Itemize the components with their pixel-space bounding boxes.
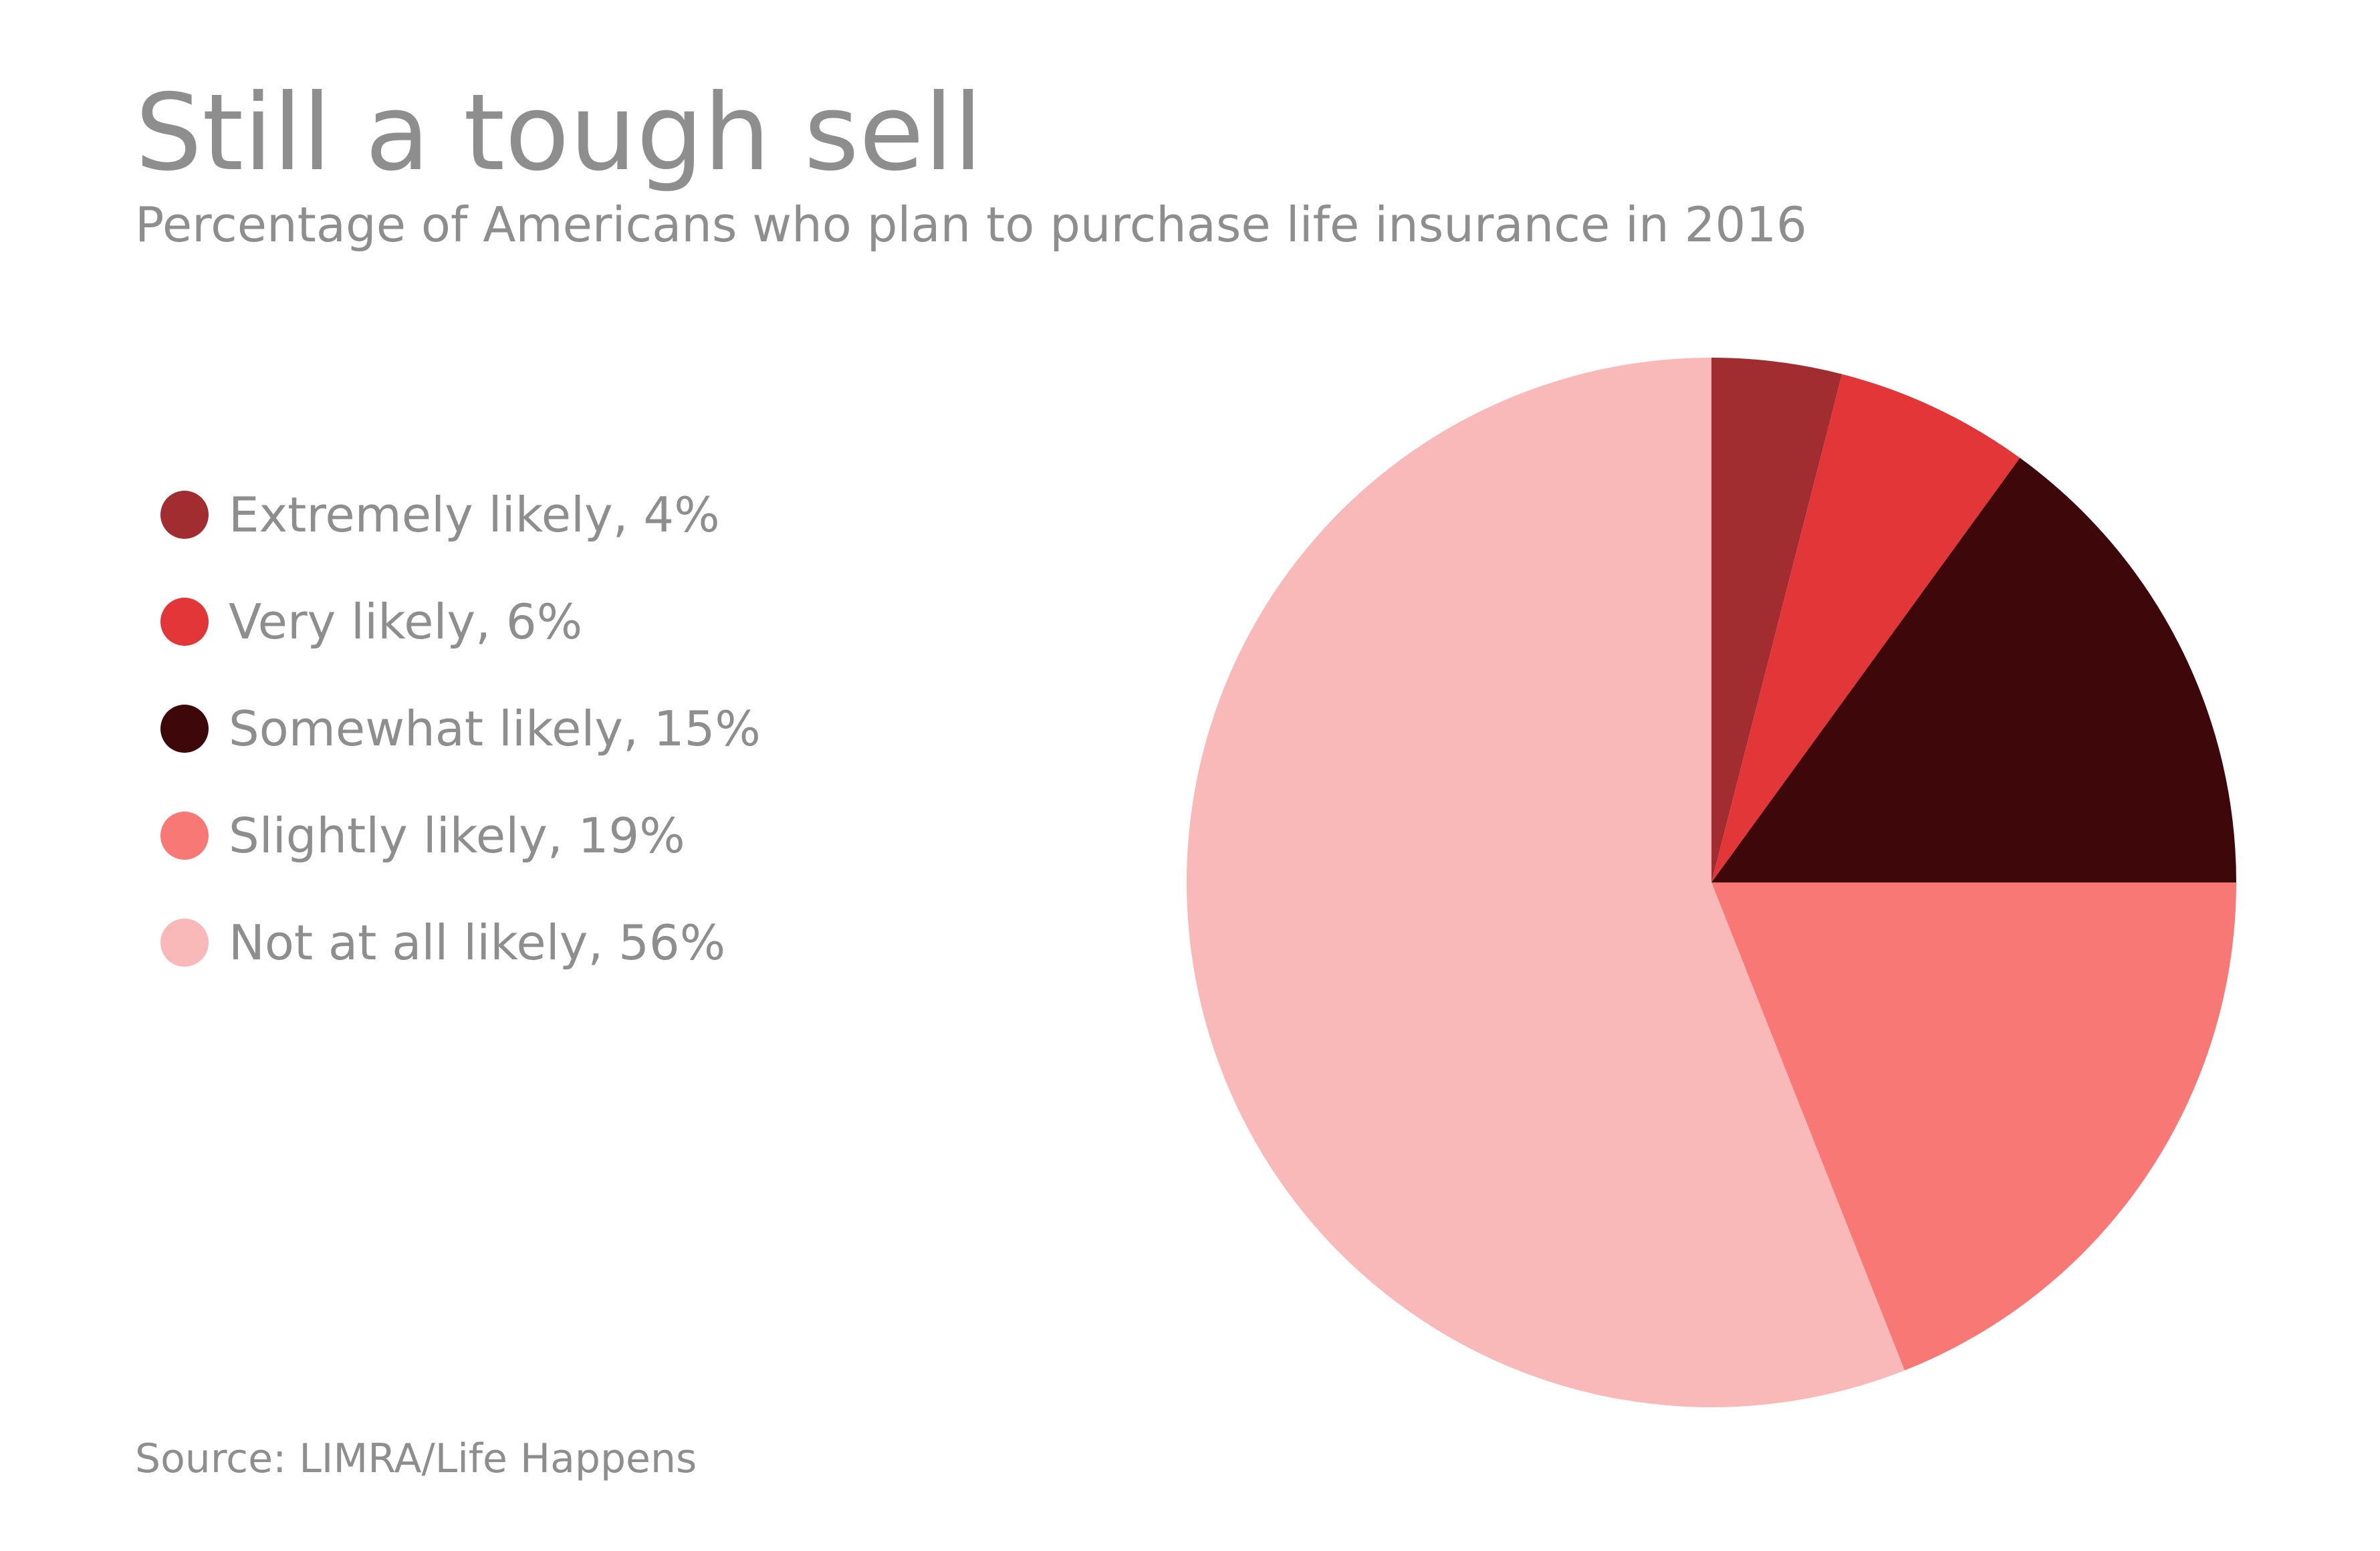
legend-item-somewhat-likely: Somewhat likely, 15% xyxy=(160,675,761,782)
legend-marker xyxy=(160,491,209,539)
legend-item-very-likely: Very likely, 6% xyxy=(160,568,761,675)
legend-label: Extremely likely, 4% xyxy=(229,487,720,543)
pie-chart xyxy=(1186,358,2236,1407)
pie-slice-somewhat-likely xyxy=(1711,457,2236,882)
legend-marker xyxy=(160,705,209,753)
legend-item-slightly-likely: Slightly likely, 19% xyxy=(160,782,761,889)
legend-label: Somewhat likely, 15% xyxy=(229,701,761,757)
legend-marker xyxy=(160,598,209,646)
legend-label: Very likely, 6% xyxy=(229,594,583,650)
legend-item-extremely-likely: Extremely likely, 4% xyxy=(160,461,761,568)
legend-label: Slightly likely, 19% xyxy=(229,808,685,864)
legend-label: Not at all likely, 56% xyxy=(229,915,726,971)
legend: Extremely likely, 4% Very likely, 6% Som… xyxy=(160,461,761,996)
legend-item-not-at-all-likely: Not at all likely, 56% xyxy=(160,889,761,996)
chart-subtitle: Percentage of Americans who plan to purc… xyxy=(135,197,1807,253)
chart-title: Still a tough sell xyxy=(135,72,983,195)
pie-slice-extremely-likely xyxy=(1711,358,1842,882)
pie-slice-slightly-likely xyxy=(1711,882,2236,1370)
legend-marker xyxy=(160,919,209,967)
pie-slice-not-at-all-likely xyxy=(1186,358,1905,1407)
source-note: Source: LIMRA/Life Happens xyxy=(135,1435,697,1482)
pie-slice-very-likely xyxy=(1711,374,2020,882)
legend-marker xyxy=(160,812,209,860)
